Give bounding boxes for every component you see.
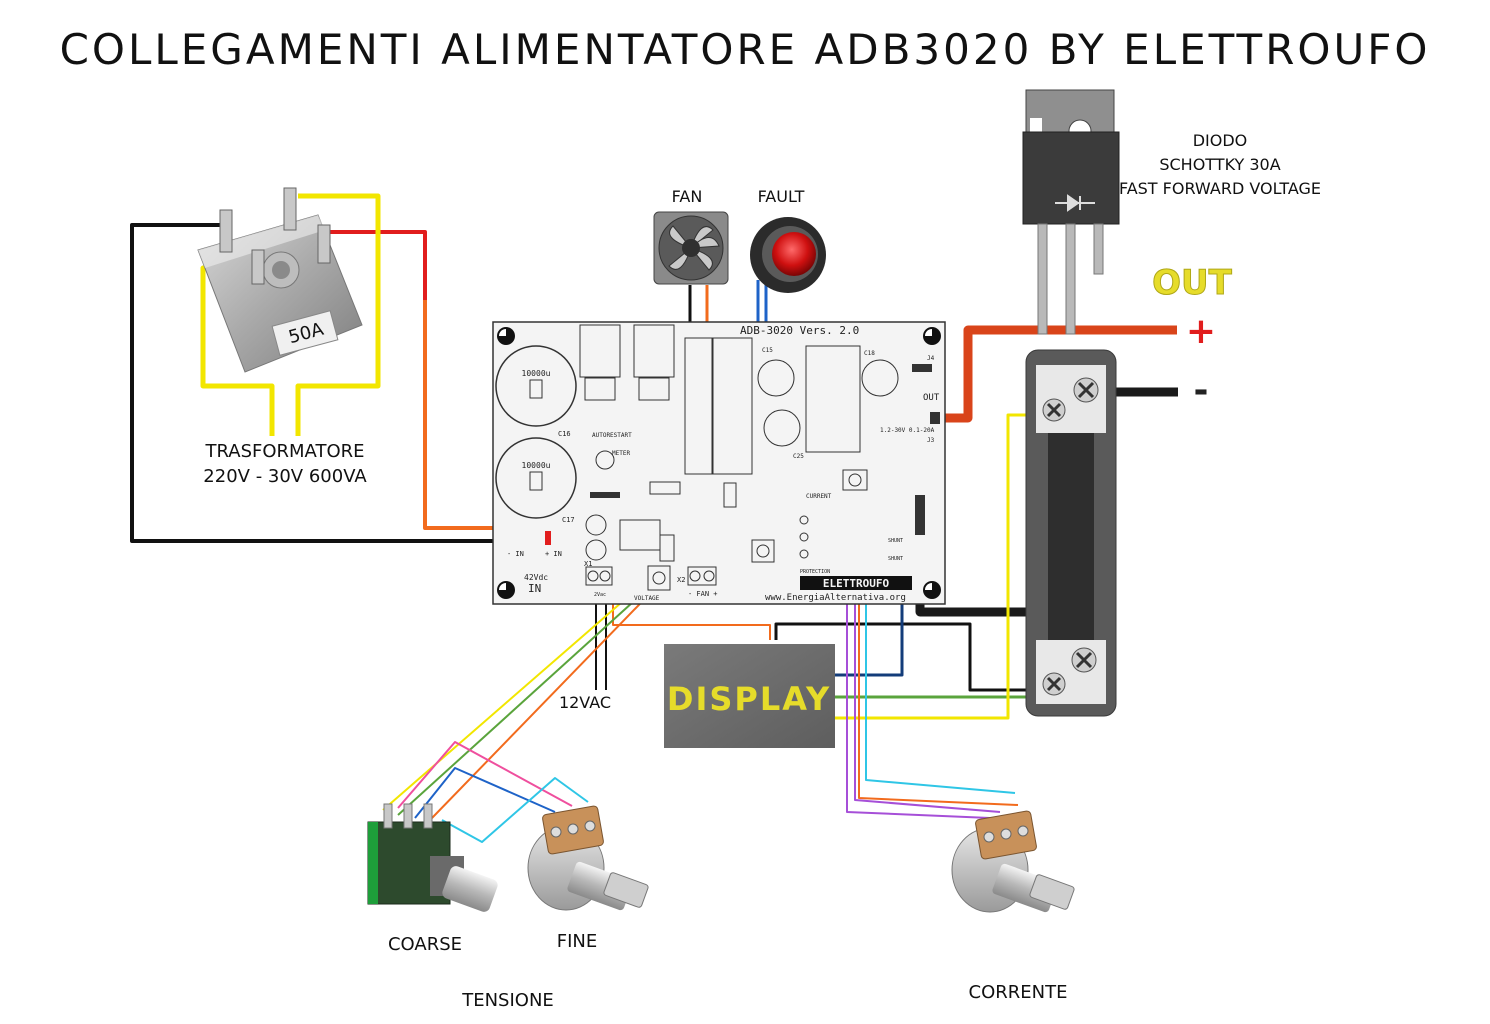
out-minus-sign: -: [1194, 370, 1209, 411]
pcb-out: OUT: [923, 393, 940, 403]
pcb-c15: C15: [762, 347, 773, 354]
coarse-pot: [367, 803, 498, 912]
pcb-x2: X2: [677, 576, 685, 584]
transformer-label-line1: TRASFORMATORE: [204, 441, 364, 462]
pcb-in-voltage: 42Vdc: [524, 573, 548, 582]
pcb-fan-terminal: - FAN +: [688, 590, 718, 598]
pcb-board: 10000u 10000u C16 C17 ADB-3020 Vers. 2.0…: [492, 321, 946, 605]
pcb-in-label: IN: [528, 582, 541, 595]
diode-label-line2: SCHOTTKY 30A: [1159, 155, 1280, 174]
tensione-label: TENSIONE: [461, 990, 554, 1011]
pcb-meter: METER: [612, 450, 630, 457]
mount-hole-icon: [497, 327, 515, 345]
screw-icon: [1042, 398, 1066, 422]
display-label: DISPLAY: [667, 680, 831, 718]
pcb-c25: C25: [793, 453, 804, 460]
pcb-in-plus: + IN: [545, 550, 562, 558]
wire-display-orange: [612, 590, 771, 640]
fault-button: FAULT: [750, 187, 826, 293]
fault-label: FAULT: [758, 187, 805, 206]
screw-icon: [1071, 647, 1097, 673]
wire-yellow-bridge-a: [295, 193, 381, 436]
wire-pot-yellow: [382, 581, 646, 811]
pcb-cap1-label: 10000u: [522, 369, 551, 378]
diode-symbol-icon: [1055, 194, 1095, 212]
wire-display-black: [774, 622, 1054, 692]
diode-label-line1: DIODO: [1193, 131, 1248, 150]
pcb-x1: X1: [584, 560, 592, 568]
pcb-protection: PROTECTION: [800, 569, 830, 575]
pcb-2vac: 2Vac: [594, 592, 606, 598]
page-title: COLLEGAMENTI ALIMENTATORE ADB3020 BY ELE…: [60, 25, 1431, 74]
corrente-label: CORRENTE: [969, 982, 1068, 1003]
bridge-rectifier: 50A: [197, 187, 363, 373]
out-plus-sign: +: [1186, 311, 1216, 352]
wire-pot-pink: [397, 741, 573, 809]
screw-icon: [1073, 377, 1099, 403]
vac12-label: 12VAC: [559, 693, 611, 712]
pcb-range: 1.2-30V 0.1-20A: [880, 427, 935, 434]
wire-red-bridge-plus: [330, 230, 427, 300]
pcb-autorestart: AUTORESTART: [592, 432, 632, 439]
fine-label: FINE: [557, 931, 598, 952]
wire-pot-blue: [414, 767, 556, 819]
pcb-c16: C16: [558, 430, 571, 438]
pcb-name: ADB-3020 Vers. 2.0: [740, 324, 859, 337]
fan: FAN: [653, 187, 729, 285]
pcb-shunt1: SHUNT: [888, 538, 903, 544]
pcb-logo: ELETTROUFO: [823, 577, 890, 590]
coarse-label: COARSE: [388, 934, 462, 955]
transformer-label-line2: 220V - 30V 600VA: [203, 466, 367, 487]
pcb-c18: C18: [864, 350, 875, 357]
pcb-j4: J4: [927, 355, 935, 362]
diode-label-line3: FAST FORWARD VOLTAGE: [1119, 179, 1321, 198]
mount-hole-icon: [923, 581, 941, 599]
pcb-in-minus: - IN: [507, 550, 524, 558]
pcb-voltage: VOLTAGE: [634, 595, 660, 602]
wire-black-bridge-ac: [130, 223, 520, 543]
wire-pot-orange: [431, 577, 666, 819]
fine-pot: [527, 805, 649, 911]
diode: DIODO SCHOTTKY 30A FAST FORWARD VOLTAGE: [1022, 89, 1321, 335]
pcb-cap2-label: 10000u: [522, 461, 551, 470]
wire-pot-cyan: [441, 777, 589, 843]
pcb-j3: J3: [927, 437, 935, 444]
pcb-website: www.EnergiaAlternativa.org: [765, 593, 906, 603]
current-pot: [951, 810, 1075, 913]
screw-icon: [1042, 672, 1066, 696]
mount-hole-icon: [923, 327, 941, 345]
shunt: [1025, 349, 1117, 717]
fan-label: FAN: [672, 187, 703, 206]
pcb-current: CURRENT: [806, 493, 832, 500]
wire-pot-green: [397, 581, 656, 816]
out-label: OUT: [1152, 263, 1233, 303]
pcb-shunt2: SHUNT: [888, 556, 903, 562]
pcb-c17: C17: [562, 516, 575, 524]
mount-hole-icon: [497, 581, 515, 599]
display: DISPLAY: [664, 644, 835, 748]
